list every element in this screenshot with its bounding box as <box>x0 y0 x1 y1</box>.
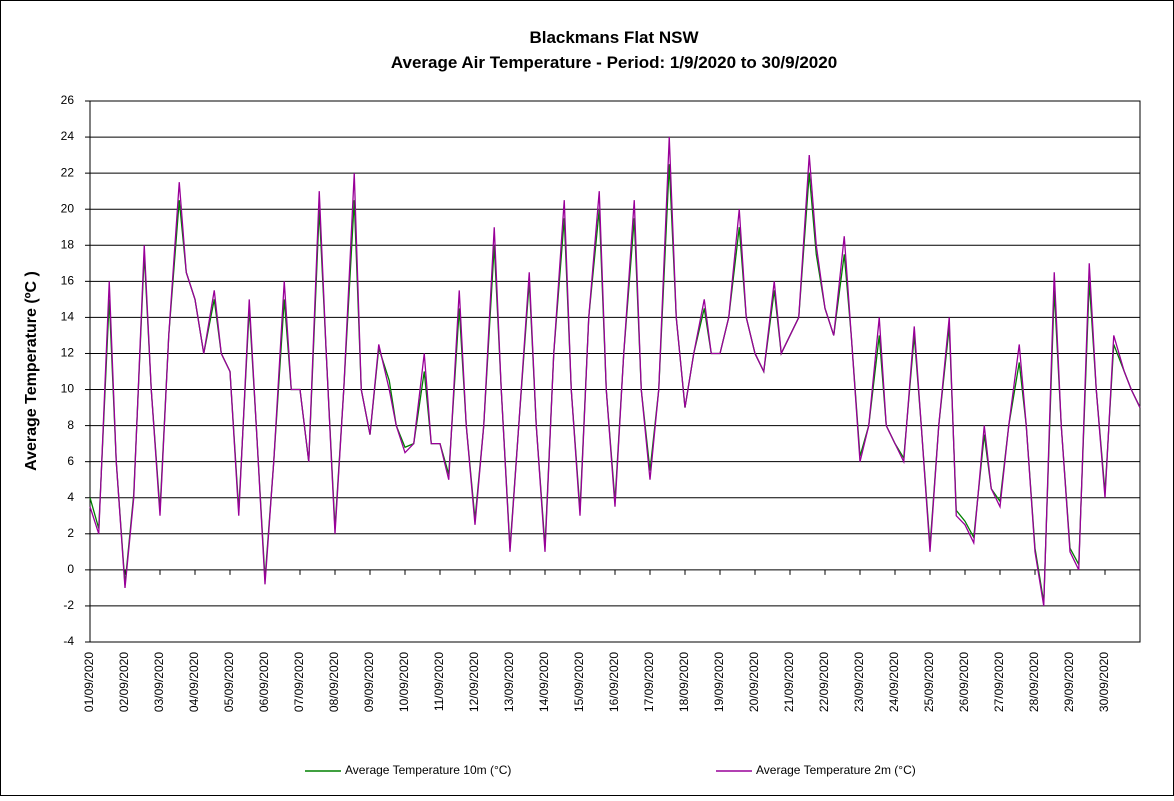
x-tick-label: 01/09/2020 <box>82 652 96 712</box>
x-tick-label: 28/09/2020 <box>1027 652 1041 712</box>
x-tick-label: 26/09/2020 <box>957 652 971 712</box>
legend-label: Average Temperature 2m (°C) <box>756 763 916 777</box>
series-line <box>89 137 1141 607</box>
x-tick-label: 21/09/2020 <box>782 652 796 712</box>
x-tick-label: 03/09/2020 <box>152 652 166 712</box>
x-tick-label: 18/09/2020 <box>677 652 691 712</box>
y-tick-label: -2 <box>63 598 74 612</box>
y-tick-label: 0 <box>67 562 74 576</box>
x-tick-label: 02/09/2020 <box>117 652 131 712</box>
x-tick-label: 05/09/2020 <box>222 652 236 712</box>
x-tick-label: 04/09/2020 <box>187 652 201 712</box>
x-tick-label: 22/09/2020 <box>817 652 831 712</box>
y-tick-label: 4 <box>67 490 74 504</box>
x-tick-label: 08/09/2020 <box>327 652 341 712</box>
x-tick-label: 29/09/2020 <box>1062 652 1076 712</box>
x-tick-label: 25/09/2020 <box>922 652 936 712</box>
x-tick-label: 24/09/2020 <box>887 652 901 712</box>
x-tick-label: 23/09/2020 <box>852 652 866 712</box>
x-tick-label: 13/09/2020 <box>502 652 516 712</box>
x-tick-label: 11/09/2020 <box>432 652 446 711</box>
y-tick-label: 10 <box>61 382 75 396</box>
x-tick-label: 19/09/2020 <box>712 652 726 712</box>
x-tick-label: 06/09/2020 <box>257 652 271 712</box>
y-tick-label: 14 <box>61 310 75 324</box>
chart-subtitle: Average Air Temperature - Period: 1/9/20… <box>391 53 837 72</box>
x-tick-label: 12/09/2020 <box>467 652 481 712</box>
y-tick-label: 18 <box>61 237 75 251</box>
y-tick-label: 22 <box>61 165 75 179</box>
y-tick-label: 8 <box>67 418 74 432</box>
x-tick-label: 15/09/2020 <box>572 652 586 712</box>
y-tick-label: 2 <box>67 526 74 540</box>
y-tick-label: 20 <box>61 201 75 215</box>
x-tick-label: 20/09/2020 <box>747 652 761 712</box>
y-tick-label: 24 <box>61 129 75 143</box>
y-tick-label: 12 <box>61 346 75 360</box>
y-tick-label: 26 <box>61 93 75 107</box>
chart-title: Blackmans Flat NSW <box>529 28 699 47</box>
x-tick-label: 17/09/2020 <box>642 652 656 712</box>
x-tick-label: 10/09/2020 <box>397 652 411 712</box>
x-tick-label: 30/09/2020 <box>1097 652 1111 712</box>
y-axis-label: Average Temperature (ºC ) <box>23 271 40 471</box>
plot-border <box>89 100 1141 643</box>
y-tick-label: -4 <box>63 634 74 648</box>
y-tick-label: 16 <box>61 274 75 288</box>
x-tick-label: 07/09/2020 <box>292 652 306 712</box>
x-tick-label: 27/09/2020 <box>992 652 1006 712</box>
x-tick-label: 09/09/2020 <box>362 652 376 712</box>
x-tick-label: 14/09/2020 <box>537 652 551 712</box>
legend-label: Average Temperature 10m (°C) <box>345 763 511 777</box>
y-tick-label: 6 <box>67 454 74 468</box>
x-tick-label: 16/09/2020 <box>607 652 621 712</box>
